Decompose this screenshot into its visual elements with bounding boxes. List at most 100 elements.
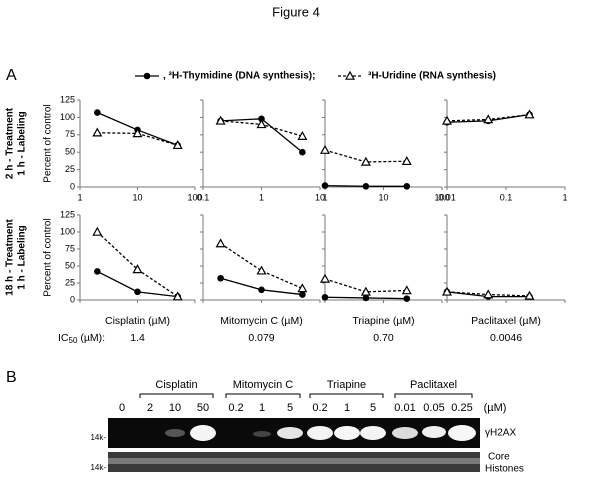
marker-circle: [217, 274, 224, 282]
y-tick-label: 0: [70, 294, 75, 304]
y-tick-label: 25: [65, 277, 75, 287]
y-axis-label: Percent of control: [43, 104, 54, 182]
ic50-value: 0.079: [248, 332, 274, 344]
x-axis-label: Mitomycin C (µM): [220, 315, 302, 327]
ic50-value: 1.4: [130, 332, 145, 344]
x-tick-label: 1: [562, 192, 567, 202]
row-label: 18 h - Treatment: [5, 218, 16, 295]
y-tick-label: 50: [65, 147, 75, 157]
marker-circle: [403, 295, 411, 302]
marker-circle: [143, 72, 151, 80]
y-tick-label: 100: [60, 112, 75, 122]
marker-triangle: [524, 290, 535, 300]
y-tick-label: 125: [60, 209, 75, 219]
mw-marker: 14k-: [90, 463, 106, 472]
marker-triangle: [441, 286, 453, 296]
series-line: [220, 243, 303, 290]
marker-triangle: [524, 109, 535, 119]
legend-label: ³H-Uridine (RNA synthesis): [368, 71, 496, 82]
marker-triangle: [401, 285, 412, 295]
row-label: 1 h - Labeling: [17, 111, 28, 175]
y-axis-label: Percent of control: [43, 218, 54, 296]
marker-triangle: [297, 283, 308, 293]
marker-circle: [258, 286, 265, 294]
ic50-label-part: 50: [69, 336, 78, 345]
y-tick-label: 75: [65, 243, 75, 253]
x-tick-label: 10: [132, 192, 142, 202]
x-tick-label: 0.1: [500, 192, 513, 202]
marker-triangle: [92, 226, 103, 236]
ic50-value: 0.0046: [490, 332, 522, 344]
marker-triangle: [360, 286, 371, 296]
x-tick-label: 0.1: [197, 192, 210, 202]
marker-circle: [258, 115, 265, 123]
blot-core-histones: [108, 452, 480, 472]
lane-label: 1: [259, 402, 265, 414]
marker-triangle: [319, 273, 331, 283]
row-label: 2 h - Treatment: [5, 107, 16, 179]
group-label: Mitomycin C: [233, 379, 294, 391]
row-label: 1 h - Labeling: [17, 225, 28, 289]
marker-triangle: [172, 140, 183, 150]
row-label: Core: [488, 452, 510, 463]
marker-triangle: [344, 70, 356, 80]
blot-gamma-h2ax: [108, 418, 480, 448]
marker-circle: [299, 291, 306, 298]
ic50-label: IC50 (µM):: [58, 332, 105, 345]
marker-circle: [403, 183, 411, 190]
group-label: Triapine: [327, 379, 366, 391]
lane-label: 5: [287, 402, 293, 414]
marker-circle: [321, 182, 329, 189]
x-axis-label: Triapine (µM): [352, 315, 414, 327]
x-tick-label: 100: [187, 192, 202, 202]
x-tick-label: 1: [77, 192, 82, 202]
marker-triangle: [401, 156, 412, 166]
lane-label: 50: [197, 402, 209, 414]
marker-triangle: [172, 291, 183, 301]
ic50-label-part: IC: [58, 332, 69, 344]
marker-triangle: [215, 115, 226, 125]
panel-label: B: [6, 369, 17, 386]
x-tick-label: 10: [315, 192, 325, 202]
y-tick-label: 75: [65, 129, 75, 139]
marker-circle: [94, 109, 101, 116]
legend-label: , ³H-Thymidine (DNA synthesis);: [163, 71, 315, 82]
figure-title: Figure 4: [272, 4, 320, 19]
marker-triangle: [319, 144, 331, 154]
marker-triangle: [297, 130, 308, 140]
lane-label: 0.01: [394, 402, 415, 414]
group-bracket: [309, 393, 384, 398]
lane-label: 1: [344, 402, 350, 414]
lane-label: 2: [147, 402, 153, 414]
lane-label: 0: [119, 402, 125, 414]
marker-circle: [362, 294, 370, 302]
x-tick-label: 10: [378, 192, 388, 202]
group-label: Cisplatin: [155, 379, 197, 391]
marker-triangle: [483, 114, 494, 124]
x-axis-label: Cisplatin (µM): [105, 315, 170, 327]
marker-triangle: [256, 265, 267, 275]
group-bracket: [139, 393, 214, 398]
mw-marker: 14k-: [90, 433, 106, 442]
lane-label: 0.25: [451, 402, 472, 414]
lane-label: 0.05: [423, 402, 444, 414]
marker-triangle: [92, 127, 103, 137]
lane-label: 10: [169, 402, 181, 414]
y-tick-label: 25: [65, 164, 75, 174]
x-axis-label: Paclitaxel (µM): [471, 315, 541, 327]
lane-label: 0.2: [312, 402, 327, 414]
row-label: γH2AX: [485, 428, 516, 439]
x-tick-label: 1: [259, 192, 264, 202]
x-tick-label: 1: [322, 192, 327, 202]
marker-circle: [134, 288, 141, 296]
y-tick-label: 0: [70, 181, 75, 191]
marker-circle: [299, 148, 306, 156]
series-line: [96, 231, 179, 298]
y-tick-label: 100: [60, 226, 75, 236]
ic50-value: 0.70: [373, 332, 394, 344]
unit-label: (µM): [484, 402, 507, 414]
lane-label: 5: [370, 402, 376, 414]
lane-label: 0.2: [228, 402, 243, 414]
group-label: Paclitaxel: [410, 379, 457, 391]
group-bracket: [225, 393, 301, 398]
